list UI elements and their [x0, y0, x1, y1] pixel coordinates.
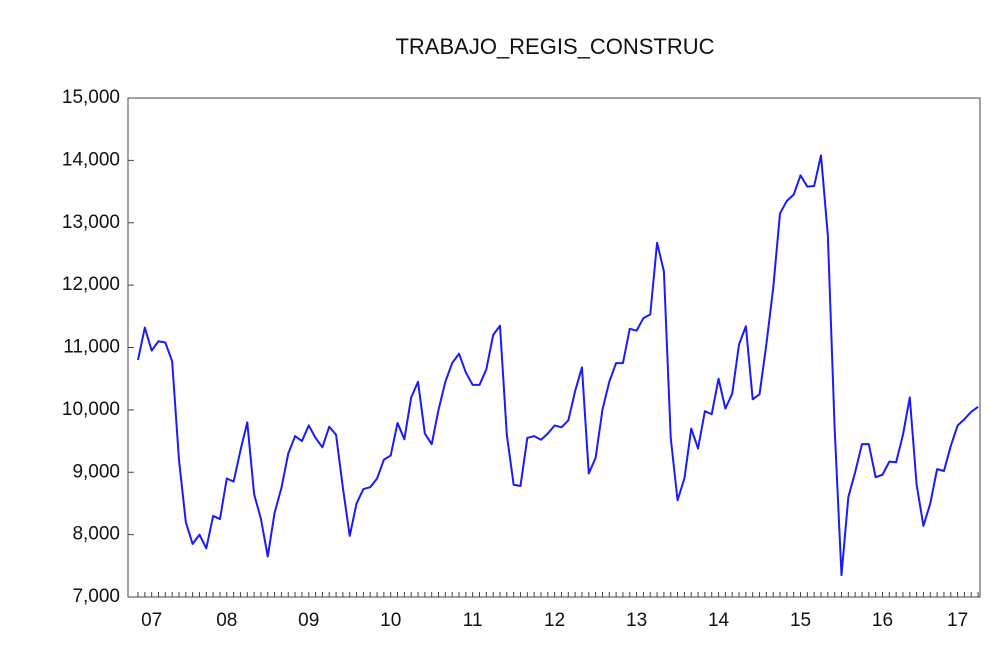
y-tick-label: 12,000 — [62, 274, 120, 295]
y-tick-label: 10,000 — [62, 399, 120, 420]
x-tick-label: 16 — [872, 610, 893, 631]
y-tick-label: 14,000 — [62, 149, 120, 170]
y-tick-label: 7,000 — [72, 586, 120, 607]
y-tick-label: 15,000 — [62, 87, 120, 108]
x-tick-label: 11 — [463, 610, 483, 631]
x-tick-label: 07 — [141, 610, 162, 631]
x-tick-label: 14 — [708, 610, 730, 631]
x-tick-label: 13 — [626, 610, 647, 631]
data-line — [137, 154, 979, 577]
x-tick-label: 17 — [947, 610, 968, 631]
x-tick-label: 12 — [544, 610, 565, 631]
x-tick-label: 08 — [216, 610, 237, 631]
x-tick-label: 09 — [298, 610, 319, 631]
y-tick-label: 11,000 — [63, 337, 120, 358]
y-tick-label: 13,000 — [62, 212, 120, 233]
chart-title: TRABAJO_REGIS_CONSTRUC — [395, 34, 714, 59]
x-tick-label: 15 — [790, 610, 811, 631]
x-tick-label: 10 — [380, 610, 401, 631]
y-tick-label: 8,000 — [72, 524, 120, 545]
y-tick-label: 9,000 — [72, 461, 120, 482]
